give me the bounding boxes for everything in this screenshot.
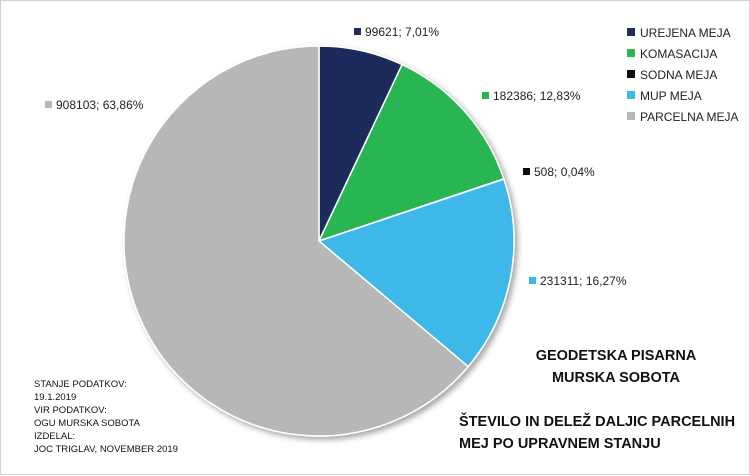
data-label-urejena-meja: 99621; 7,01% [354,25,439,39]
legend-label: SODNA MEJA [640,68,718,82]
label-swatch [523,168,530,175]
legend-item-komasacija: KOMASACIJA [627,47,738,68]
organization-title: GEODETSKA PISARNA MURSKA SOBOTA [501,345,731,389]
note-line: JOC TRIGLAV, NOVEMBER 2019 [34,444,178,455]
data-label-parcelna-meja: 908103; 63,86% [45,98,143,112]
org-line-2: MURSKA SOBOTA [551,370,681,386]
legend-label: KOMASACIJA [640,47,718,61]
note-line: STANJE PODATKOV: [34,379,127,390]
legend-label: MUP MEJA [640,89,702,103]
label-text: 908103; 63,86% [56,98,144,112]
data-label-sodna-meja: 508; 0,04% [523,165,595,179]
legend-item-sodna-meja: SODNA MEJA [627,68,738,89]
title-line-1: ŠTEVILO IN DELEŽ DALJIC PARCELNIH [459,414,736,430]
data-label-komasacija: 182386; 12,83% [482,89,580,103]
legend-item-urejena-meja: UREJENA MEJA [627,26,738,47]
label-text: 508; 0,04% [534,165,595,179]
label-swatch [529,277,536,284]
legend: UREJENA MEJA KOMASACIJA SODNA MEJA MUP MEJA… [627,26,738,131]
label-swatch [354,28,361,35]
label-text: 99621; 7,01% [365,25,440,39]
source-notes: STANJE PODATKOV: 19.1.2019 VIR PODATKOV:… [34,378,178,456]
legend-item-parcelna-meja: PARCELNA MEJA [627,110,738,131]
legend-swatch [627,91,635,99]
note-line: 19.1.2019 [34,392,77,403]
label-text: 182386; 12,83% [493,89,581,103]
label-swatch [45,101,52,108]
label-swatch [482,92,489,99]
org-line-1: GEODETSKA PISARNA [535,348,697,364]
legend-swatch [627,70,635,78]
note-line: OGU MURSKA SOBOTA [34,418,140,429]
legend-item-mup-meja: MUP MEJA [627,89,738,110]
chart-title: ŠTEVILO IN DELEŽ DALJIC PARCELNIH MEJ PO… [459,411,750,455]
slice-komasacija [317,63,505,243]
note-line: IZDELAL: [34,431,76,442]
label-text: 231311; 16,27% [540,274,627,288]
legend-swatch [627,49,635,57]
legend-label: UREJENA MEJA [640,26,731,40]
note-line: VIR PODATKOV: [34,405,107,416]
slice-mup-meja [317,178,515,368]
slice-parcelna-meja [123,45,470,437]
legend-label: PARCELNA MEJA [640,110,739,124]
title-line-2: MEJ PO UPRAVNEM STANJU [459,436,661,452]
legend-swatch [627,112,635,120]
legend-swatch [627,28,635,36]
data-label-mup-meja: 231311; 16,27% [529,274,627,288]
